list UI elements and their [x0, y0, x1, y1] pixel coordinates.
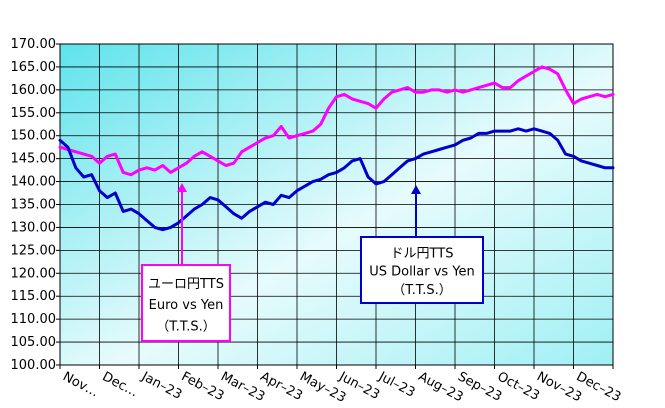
y-tick-label: 160.00 [11, 83, 57, 98]
x-axis: Nov…Dec…Jan–23Feb–23Mar–23Apr–23May–23Ju… [59, 365, 624, 406]
x-tick-label: Oct–23 [495, 369, 542, 404]
x-tick-label: Jul–23 [375, 369, 417, 401]
callout-text-euro: （T.T.S.） [156, 319, 215, 334]
callout-text-usd: （T.T.S.） [392, 283, 451, 298]
y-tick-label: 105.00 [11, 335, 57, 350]
x-tick-label: Jan–23 [138, 369, 184, 403]
x-tick-label: Aug–23 [416, 369, 466, 405]
x-tick-label: Nov… [60, 369, 101, 400]
series-lines [58, 65, 615, 232]
callout-text-usd: US Dollar vs Yen [369, 265, 475, 280]
callout-arrowhead-usd [411, 185, 421, 194]
y-tick-label: 150.00 [11, 129, 57, 144]
x-tick-label: Nov–23 [534, 369, 584, 405]
callouts: ユーロ円TTS Euro vs Yen （T.T.S.） ドル円TTS US Dolla… [141, 183, 484, 342]
y-tick-label: 135.00 [11, 198, 57, 213]
callout-box-usd [360, 236, 484, 304]
callout-text-euro: Euro vs Yen [149, 298, 224, 313]
series-line-euro [58, 65, 615, 177]
y-tick-label: 165.00 [11, 60, 57, 75]
callout-box-euro [141, 264, 231, 342]
callout-text-euro: ユーロ円TTS [148, 277, 224, 292]
x-tick-label: Mar–23 [218, 369, 267, 405]
y-tick-label: 170.00 [11, 37, 57, 52]
y-tick-label: 140.00 [11, 175, 57, 190]
x-tick-label: Feb–23 [179, 369, 227, 404]
y-tick-label: 115.00 [11, 289, 57, 304]
y-tick-label: 100.00 [11, 358, 57, 373]
y-tick-label: 130.00 [11, 220, 57, 235]
x-tick-label: Dec… [100, 369, 141, 400]
x-tick-label: Sep–23 [455, 369, 504, 405]
y-tick-label: 120.00 [11, 266, 57, 281]
x-tick-label: Dec–23 [574, 369, 624, 405]
callout-arrowhead-euro [177, 183, 187, 192]
series-line-usd [58, 127, 615, 232]
y-tick-label: 125.00 [11, 243, 57, 258]
y-axis: 100.00 105.00 110.00 115.00 120.00 125.00 130.… [11, 37, 60, 373]
x-tick-label: Apr–23 [258, 369, 305, 404]
y-tick-label: 145.00 [11, 152, 57, 167]
y-tick-label: 110.00 [11, 312, 57, 327]
gridlines [60, 44, 613, 365]
y-tick-label: 155.00 [11, 106, 57, 121]
callout-text-usd: ドル円TTS [391, 246, 454, 261]
